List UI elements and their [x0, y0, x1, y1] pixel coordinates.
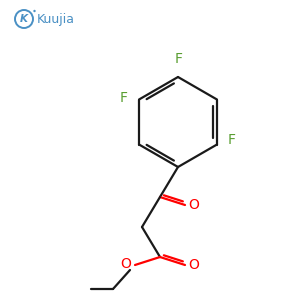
Text: O: O — [189, 258, 200, 272]
Text: F: F — [228, 134, 236, 148]
Text: F: F — [175, 52, 183, 66]
Text: F: F — [120, 91, 128, 104]
Text: O: O — [121, 257, 131, 271]
Circle shape — [33, 10, 36, 12]
Text: Kuujia: Kuujia — [37, 13, 75, 26]
Text: K: K — [20, 14, 28, 24]
Text: O: O — [189, 198, 200, 212]
